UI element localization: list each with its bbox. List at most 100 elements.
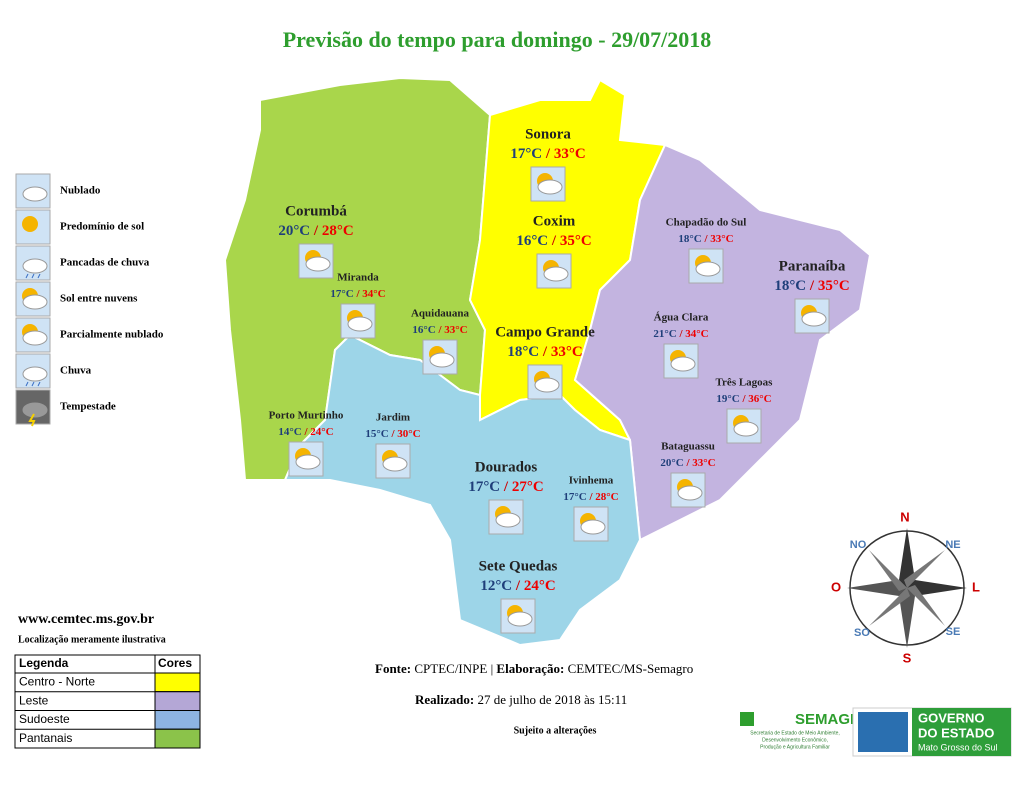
cloud — [537, 179, 563, 195]
temp-min: 17°C — [468, 479, 500, 495]
city: Sonora 17°C / 33°C — [510, 126, 586, 202]
made: Realizado: 27 de julho de 2018 às 15:11 — [415, 692, 627, 707]
temp-max: 33°C — [551, 344, 583, 360]
cloud — [507, 611, 533, 627]
color-swatch — [154, 728, 201, 749]
title: Previsão do tempo para domingo - 29/07/2… — [283, 27, 712, 52]
cloud — [670, 356, 696, 372]
temp-max: 30°C — [397, 428, 420, 440]
temp-max: 36°C — [748, 393, 771, 405]
color-swatch — [154, 710, 201, 730]
icon-legend-label: Sol entre nuvens — [60, 293, 138, 305]
weather-icon — [15, 245, 51, 281]
table-cell: Leste — [19, 693, 49, 707]
city-name: Corumbá — [285, 203, 347, 219]
icon-legend-label: Parcialmente nublado — [60, 329, 164, 341]
icon-legend-label: Tempestade — [60, 401, 116, 413]
logos: SEMAGRO Secretaria de Estado de Meio Amb… — [740, 707, 1012, 757]
temp-max: 24°C — [310, 426, 333, 438]
icon-legend-label: Predomínio de sol — [60, 221, 144, 233]
temp-max: 33°C — [692, 457, 715, 469]
color-swatch — [154, 672, 201, 693]
weather-icon — [15, 209, 51, 245]
temp-max: 28°C — [322, 223, 354, 239]
temp-min: 16°C — [516, 233, 548, 249]
made-label: Realizado: — [415, 692, 474, 707]
temp-min: 19°C — [716, 393, 739, 405]
compass — [847, 528, 967, 648]
temp-max: 34°C — [362, 288, 385, 300]
city: Corumbá 20°C / 28°C — [278, 203, 354, 279]
weather-icon — [726, 408, 762, 444]
temp-sep: / — [741, 393, 746, 405]
weather-icon — [500, 598, 536, 634]
semagro-sub: Desenvolvimento Econômico, — [762, 737, 828, 743]
city-temp: 18°C / 35°C — [774, 278, 849, 294]
temp-sep: / — [437, 324, 442, 336]
compass-label: O — [831, 579, 841, 594]
temp-sep: / — [678, 328, 683, 340]
city-name: Paranaíba — [779, 258, 846, 274]
cloud — [801, 311, 827, 327]
source: Fonte: CPTEC/INPE | Elaboração: CEMTEC/M… — [375, 661, 693, 676]
temp-max: 24°C — [524, 578, 556, 594]
weather-icon — [298, 243, 334, 279]
table-header: Cores — [158, 656, 192, 670]
compass-label: NE — [945, 539, 960, 551]
icon-legend-label: Chuva — [60, 365, 92, 377]
gov: DO ESTADO — [918, 725, 994, 740]
temp-max: 35°C — [818, 278, 850, 294]
temp-max: 33°C — [554, 146, 586, 162]
city-name: Bataguassu — [661, 441, 715, 453]
temp-min: 17°C — [510, 146, 542, 162]
city-temp: 18°C / 33°C — [678, 233, 733, 245]
table-header: Legenda — [19, 656, 69, 670]
weather-icon — [15, 173, 51, 209]
city-name: Miranda — [337, 272, 379, 284]
weather-icon — [15, 389, 51, 427]
weather-icon — [375, 443, 411, 479]
table-cell: Sudoeste — [19, 712, 70, 726]
city-name: Campo Grande — [495, 324, 595, 340]
cloud — [580, 519, 606, 535]
cloud — [22, 402, 48, 418]
city: Três Lagoas 19°C / 36°C — [716, 377, 773, 444]
compass-label: S — [903, 650, 912, 665]
weather-icon — [15, 281, 51, 317]
source-text2: CEMTEC/MS-Semagro — [568, 661, 694, 676]
gov: Mato Grosso do Sul — [918, 742, 998, 752]
cloud — [677, 485, 703, 501]
bolt — [28, 413, 36, 427]
weather-icon — [527, 364, 563, 400]
semagro-sub: Secretaria de Estado de Meio Ambiente, — [750, 730, 840, 736]
city: Paranaíba 18°C / 35°C — [774, 258, 850, 334]
city-temp: 18°C / 33°C — [507, 344, 582, 360]
city: Chapadão do Sul 18°C / 33°C — [666, 217, 747, 284]
temp-sep: / — [809, 278, 815, 294]
cloud — [495, 512, 521, 528]
gov: GOVERNO — [918, 710, 984, 725]
city: Porto Murtinho 14°C / 24°C — [269, 410, 344, 477]
city-name: Ivinhema — [569, 475, 614, 487]
city-name: Sete Quedas — [479, 558, 558, 574]
city-name: Porto Murtinho — [269, 410, 344, 422]
temp-min: 17°C — [330, 288, 353, 300]
temp-min: 18°C — [507, 344, 539, 360]
rain — [25, 381, 41, 387]
temp-min: 14°C — [278, 426, 301, 438]
temp-sep: / — [551, 233, 557, 249]
cloud — [22, 258, 48, 274]
cloud — [295, 454, 321, 470]
weather-icon — [663, 343, 699, 379]
city: Coxim 16°C / 35°C — [516, 213, 592, 289]
made-text: 27 de julho de 2018 às 15:11 — [477, 692, 627, 707]
city-temp: 17°C / 28°C — [563, 491, 618, 503]
city: Dourados 17°C / 27°C — [468, 459, 544, 535]
weather-icon — [15, 317, 51, 353]
temp-sep: / — [355, 288, 360, 300]
cloud — [22, 294, 48, 310]
city-temp: 17°C / 34°C — [330, 288, 385, 300]
cloud — [347, 316, 373, 332]
city-name: Chapadão do Sul — [666, 217, 747, 229]
city-temp: 20°C / 33°C — [660, 457, 715, 469]
